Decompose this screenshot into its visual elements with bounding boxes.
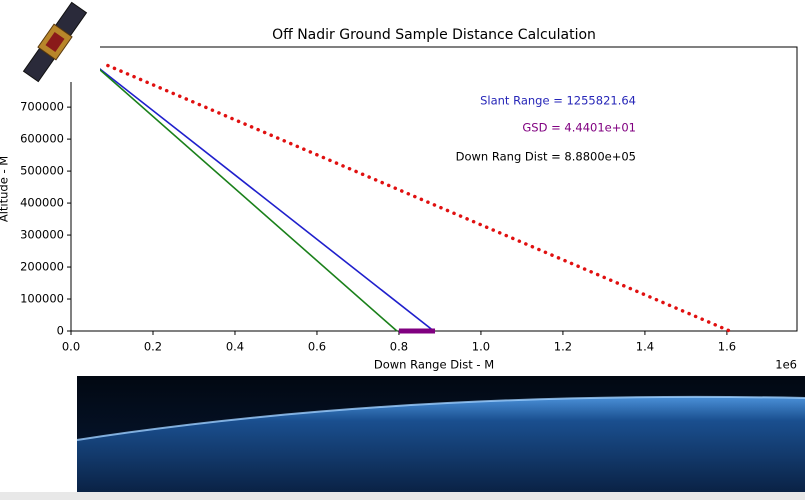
- x-tick-label: 0.0: [62, 340, 80, 354]
- x-axis-label: Down Range Dist - M: [374, 358, 494, 372]
- x-tick-label: 1.0: [472, 340, 490, 354]
- series-line: [91, 61, 435, 332]
- y-axis-label: Altitude - M: [0, 156, 11, 222]
- x-offset-label: 1e6: [775, 358, 797, 372]
- chart: Off Nadir Ground Sample Distance Calcula…: [0, 27, 798, 372]
- y-tick-label: 100000: [20, 292, 64, 306]
- y-tick-label: 300000: [20, 228, 64, 242]
- satellite-icon: [0, 0, 100, 83]
- x-tick-label: 1.6: [718, 340, 736, 354]
- y-tick-label: 700000: [20, 100, 64, 114]
- annotation: Down Rang Dist = 8.8800e+05: [456, 150, 636, 164]
- x-tick-label: 1.2: [554, 340, 572, 354]
- plot-frame: [70, 46, 798, 332]
- series-line: [90, 61, 398, 332]
- annotation: Slant Range = 1255821.64: [480, 94, 636, 108]
- x-tick-label: 1.4: [636, 340, 654, 354]
- x-tick-label: 0.4: [226, 340, 244, 354]
- scrollbar: [0, 492, 805, 500]
- y-tick-label: 400000: [20, 196, 64, 210]
- earth-image: [76, 376, 805, 492]
- y-tick-label: 0: [57, 324, 64, 338]
- x-tick-label: 0.6: [308, 340, 326, 354]
- y-tick-label: 500000: [20, 164, 64, 178]
- chart-title: Off Nadir Ground Sample Distance Calcula…: [272, 27, 596, 43]
- x-tick-label: 0.8: [390, 340, 408, 354]
- series-line: [106, 63, 732, 333]
- y-tick-label: 200000: [20, 260, 64, 274]
- annotation: GSD = 4.4401e+01: [522, 121, 636, 135]
- x-tick-label: 0.2: [144, 340, 162, 354]
- y-tick-label: 600000: [20, 132, 64, 146]
